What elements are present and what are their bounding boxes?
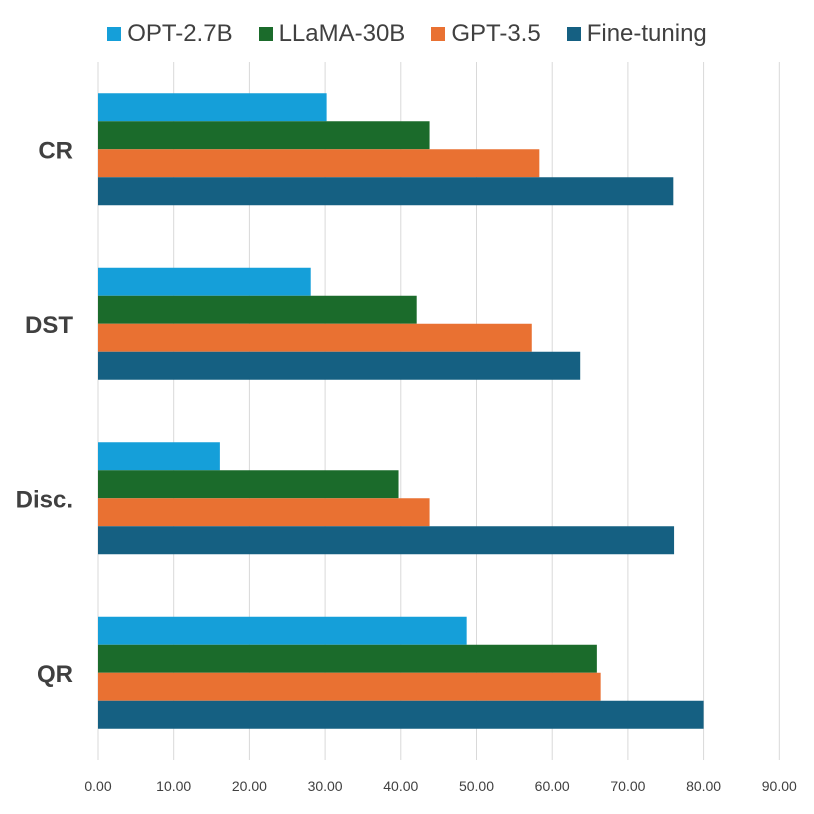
legend-item: Fine-tuning xyxy=(566,20,707,48)
bar-fine-tuning-qr xyxy=(98,700,704,729)
bar-gpt-3-5-dst xyxy=(98,323,532,352)
category-label: QR xyxy=(37,661,73,688)
x-tick-label: 50.00 xyxy=(459,778,494,794)
x-tick-label: 20.00 xyxy=(232,778,267,794)
category-labels: CR DST Disc. QR xyxy=(16,137,74,688)
bar-gpt-3-5-disc xyxy=(98,498,430,527)
category-label: CR xyxy=(38,137,73,164)
bar-llama-30b-disc xyxy=(98,470,399,499)
x-axis-ticks: 0.00 10.00 20.00 30.00 40.00 50.00 60.00 70.00 8… xyxy=(84,778,797,794)
x-tick-label: 40.00 xyxy=(383,778,418,794)
x-tick-label: 0.00 xyxy=(84,778,111,794)
bar-opt-2-7b-cr xyxy=(98,93,327,122)
x-tick-label: 10.00 xyxy=(156,778,191,794)
bar-llama-30b-qr xyxy=(98,644,597,673)
legend-swatch xyxy=(258,27,273,41)
x-tick-label: 70.00 xyxy=(610,778,645,794)
bar-gpt-3-5-cr xyxy=(98,149,540,178)
bars xyxy=(98,93,704,729)
legend-swatch xyxy=(566,27,581,41)
bar-gpt-3-5-qr xyxy=(98,672,601,701)
legend-swatch xyxy=(107,27,122,41)
legend: OPT-2.7B LLaMA-30B GPT-3.5 Fine-tuning xyxy=(0,20,814,48)
x-tick-label: 80.00 xyxy=(686,778,721,794)
x-tick-label: 90.00 xyxy=(762,778,797,794)
category-label: Disc. xyxy=(16,486,73,513)
bar-fine-tuning-dst xyxy=(98,351,581,380)
bar-fine-tuning-disc xyxy=(98,526,675,555)
legend-item: LLaMA-30B xyxy=(258,20,406,48)
bar-llama-30b-dst xyxy=(98,295,417,324)
legend-item: OPT-2.7B xyxy=(107,20,233,48)
legend-label: GPT-3.5 xyxy=(451,20,541,47)
legend-label: OPT-2.7B xyxy=(127,20,233,47)
x-tick-label: 60.00 xyxy=(535,778,570,794)
bar-opt-2-7b-qr xyxy=(98,616,467,645)
bar-opt-2-7b-disc xyxy=(98,442,220,471)
bar-fine-tuning-cr xyxy=(98,177,674,206)
legend-label: Fine-tuning xyxy=(586,20,707,47)
category-label: DST xyxy=(25,312,73,339)
legend-item: GPT-3.5 xyxy=(431,20,541,48)
x-tick-label: 30.00 xyxy=(308,778,343,794)
legend-label: LLaMA-30B xyxy=(278,20,406,47)
bar-llama-30b-cr xyxy=(98,121,430,150)
legend-swatch xyxy=(431,27,446,41)
bar-opt-2-7b-dst xyxy=(98,267,311,296)
